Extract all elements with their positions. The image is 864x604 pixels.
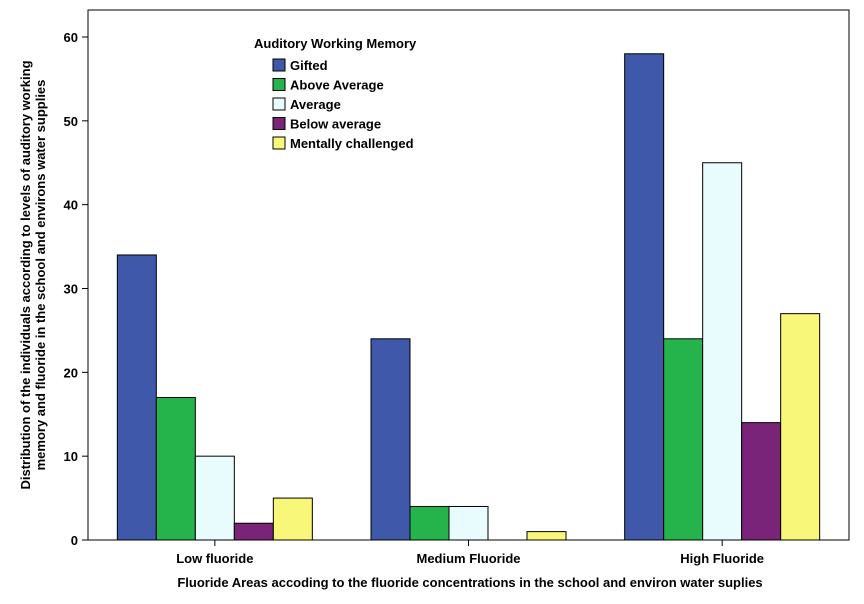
legend: Auditory Working Memory Gifted Above Aver… xyxy=(254,36,417,151)
legend-label: Below average xyxy=(290,117,381,132)
bar xyxy=(370,338,411,541)
y-tick-label: 60 xyxy=(64,30,78,45)
bar xyxy=(194,455,235,541)
legend-label: Gifted xyxy=(290,58,328,73)
x-tick-label: High Fluoride xyxy=(680,551,764,566)
y-axis-title-line-2: memory and fluoride in the school and en… xyxy=(33,80,48,471)
bar xyxy=(702,162,743,541)
legend-swatch xyxy=(272,97,286,111)
bars-layer xyxy=(116,53,821,541)
legend-swatch xyxy=(272,78,286,91)
legend-title: Auditory Working Memory xyxy=(254,36,417,51)
y-tick-label: 10 xyxy=(64,449,78,464)
bar xyxy=(741,422,782,541)
bar xyxy=(116,254,157,541)
y-axis: 0 10 20 30 40 50 60 xyxy=(64,30,88,548)
y-tick-label: 40 xyxy=(64,198,78,213)
y-axis-title-line-1: Distribution of the individuals accordin… xyxy=(18,60,33,489)
y-tick-label: 20 xyxy=(64,365,78,380)
legend-swatch xyxy=(272,117,286,130)
x-tick-label: Medium Fluoride xyxy=(417,551,521,566)
y-axis-title: Distribution of the individuals accordin… xyxy=(18,60,48,489)
bar xyxy=(663,338,704,541)
bar xyxy=(526,531,567,541)
bar xyxy=(233,522,274,541)
bar xyxy=(409,505,450,541)
y-tick-label: 50 xyxy=(64,114,78,129)
bar xyxy=(272,497,313,541)
legend-swatch xyxy=(272,58,286,72)
bar xyxy=(448,505,489,541)
bar xyxy=(780,313,821,541)
x-axis-title: Fluoride Areas accoding to the fluoride … xyxy=(177,575,762,590)
bar xyxy=(155,396,196,541)
legend-label: Average xyxy=(290,97,341,112)
legend-label: Mentally challenged xyxy=(290,136,414,151)
legend-items: Gifted Above Average Average Below average M… xyxy=(272,58,414,151)
legend-swatch xyxy=(272,136,286,150)
legend-label: Above Average xyxy=(290,78,384,93)
x-tick-label: Low fluoride xyxy=(176,551,253,566)
x-axis: Low fluoride Medium Fluoride High Fluoride xyxy=(176,540,764,566)
y-tick-label: 0 xyxy=(71,533,78,548)
y-tick-label: 30 xyxy=(64,282,78,297)
bar xyxy=(624,53,665,541)
